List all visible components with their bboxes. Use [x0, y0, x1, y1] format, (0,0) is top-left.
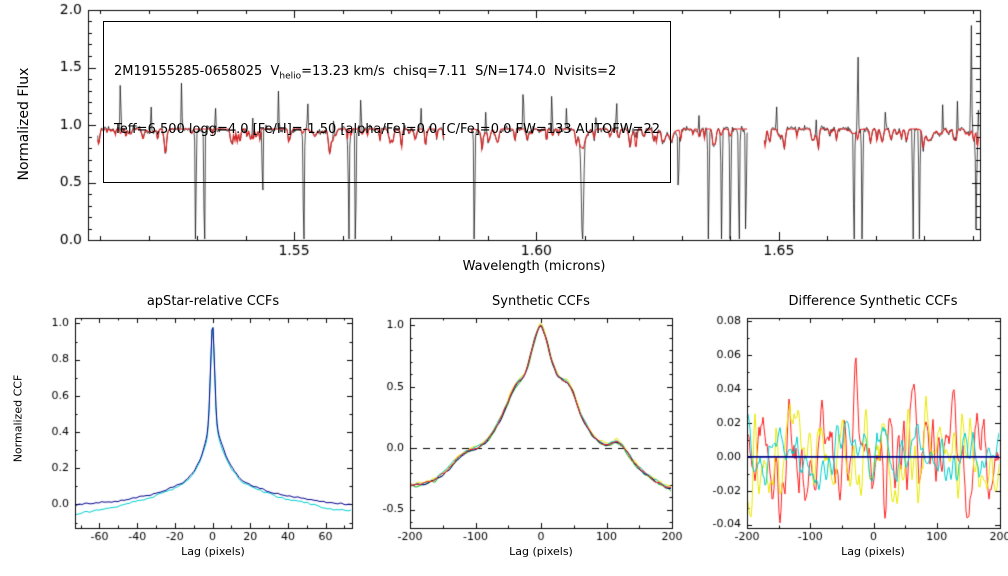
- apstar-ccf-y-axis-label: Normalized CCF: [11, 374, 25, 463]
- annotation-line2: Teff=6,500 logg=4.0 [Fe/H]=-1.50 [alpha/…: [114, 122, 661, 138]
- synthetic-ccf-x-axis-label: Lag (pixels): [509, 545, 573, 558]
- synthetic-ccf-title: Synthetic CCFs: [492, 294, 590, 309]
- apstar-ccf-x-axis-label: Lag (pixels): [181, 545, 245, 558]
- spectrum-y-axis-label: Normalized Flux: [16, 67, 32, 181]
- annotation-subscript: helio: [279, 71, 302, 82]
- apstar-ccf-title: apStar-relative CCFs: [146, 294, 280, 309]
- difference-ccf-x-axis-label: Lag (pixels): [841, 545, 905, 558]
- difference-ccf-title: Difference Synthetic CCFs: [788, 294, 958, 309]
- spectrum-x-axis-label: Wavelength (microns): [462, 259, 606, 274]
- annotation-line1: 2M19155285-0658025 Vhelio=13.23 km/s chi…: [114, 63, 617, 82]
- spectrum-annotation-box: 2M19155285-0658025 Vhelio=13.23 km/s chi…: [103, 21, 672, 183]
